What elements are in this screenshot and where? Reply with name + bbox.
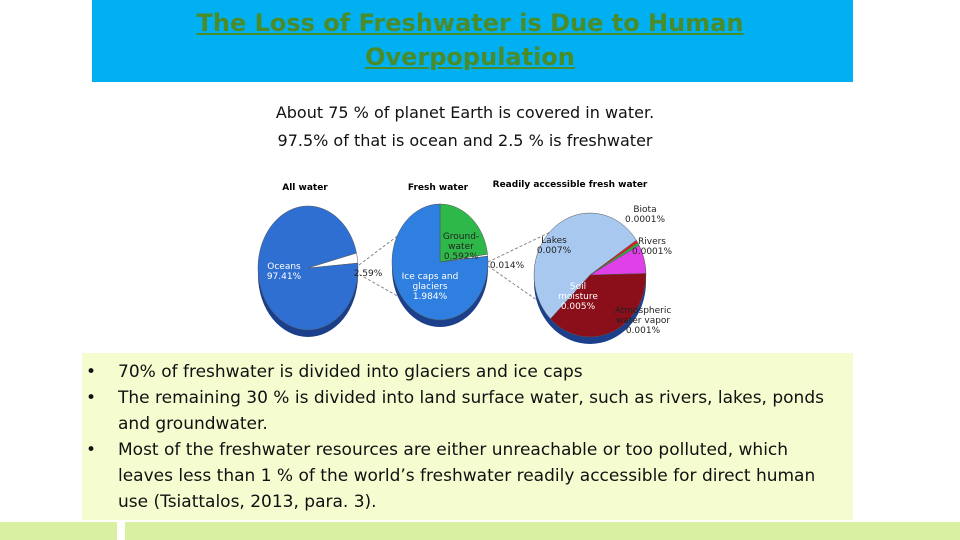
slice-label: Rivers 0.0001% (632, 237, 672, 257)
slice-value: 0.007% (536, 246, 572, 256)
slice-value: 2.59% (353, 269, 383, 279)
pie-title: Fresh water (407, 183, 469, 193)
slice-name: Atmospheric water vapor (614, 306, 672, 326)
slice-name: Lakes (541, 236, 567, 246)
slice-value: 0.592% (443, 252, 479, 262)
leader-line (487, 212, 591, 263)
slice-value: 1.984% (412, 292, 448, 302)
slice-label: 0.014% (487, 261, 527, 271)
slice-value: 0.0001% (625, 215, 666, 225)
slice-value: 0.005% (560, 302, 596, 312)
slice-label: Atmospheric water vapor 0.001% (613, 306, 673, 336)
slice-name: Oceans (267, 262, 301, 272)
figure (257, 203, 647, 344)
slice-label: Ground-water 0.592% (441, 232, 481, 262)
bullet: 70% of freshwater is divided into glacie… (86, 359, 846, 385)
slice-value: 0.014% (489, 261, 525, 271)
slice-value: 0.0001% (632, 247, 673, 257)
pie-slice (589, 242, 640, 276)
title-bar (92, 0, 853, 82)
slice-name: Biota (633, 205, 657, 215)
slice-name: Ice caps and glaciers (401, 272, 459, 292)
slice-value: 0.001% (625, 326, 661, 336)
pie-slice (439, 203, 488, 263)
footer-gap (117, 522, 125, 540)
slice-label: Ice caps and glaciers 1.984% (400, 272, 460, 302)
leader-line (354, 203, 441, 269)
bullet: The remaining 30 % is divided into land … (86, 385, 846, 437)
slice-name: Rivers (637, 237, 666, 247)
slide-title: The Loss of Freshwater is Due to Human O… (196, 9, 744, 71)
slice-label: 2.59% (348, 269, 388, 279)
slice-label: Biota 0.0001% (625, 205, 665, 225)
slice-label: Lakes 0.007% (534, 236, 574, 256)
bullet-list: 70% of freshwater is divided into glacie… (86, 359, 846, 515)
slice-name: Soil moisture (558, 282, 598, 302)
pie-slice (307, 252, 359, 269)
slice-label: Oceans 97.41% (264, 262, 304, 282)
slice-value: 97.41% (266, 272, 302, 282)
pie-title: Readily accessible fresh water (492, 180, 648, 190)
intro-line: 97.5% of that is ocean and 2.5 % is fres… (277, 131, 653, 150)
intro-line: About 75 % of planet Earth is covered in… (275, 103, 655, 122)
pie-slice (533, 212, 637, 320)
footer-strip (0, 522, 960, 540)
pie-title: All water (282, 183, 328, 193)
slice-label: Soil moisture 0.005% (553, 282, 603, 312)
bullet: Most of the freshwater resources are eit… (86, 437, 846, 515)
pie-slice (550, 273, 647, 338)
slice-name: Ground-water (442, 232, 480, 252)
pie-slice (391, 203, 489, 321)
